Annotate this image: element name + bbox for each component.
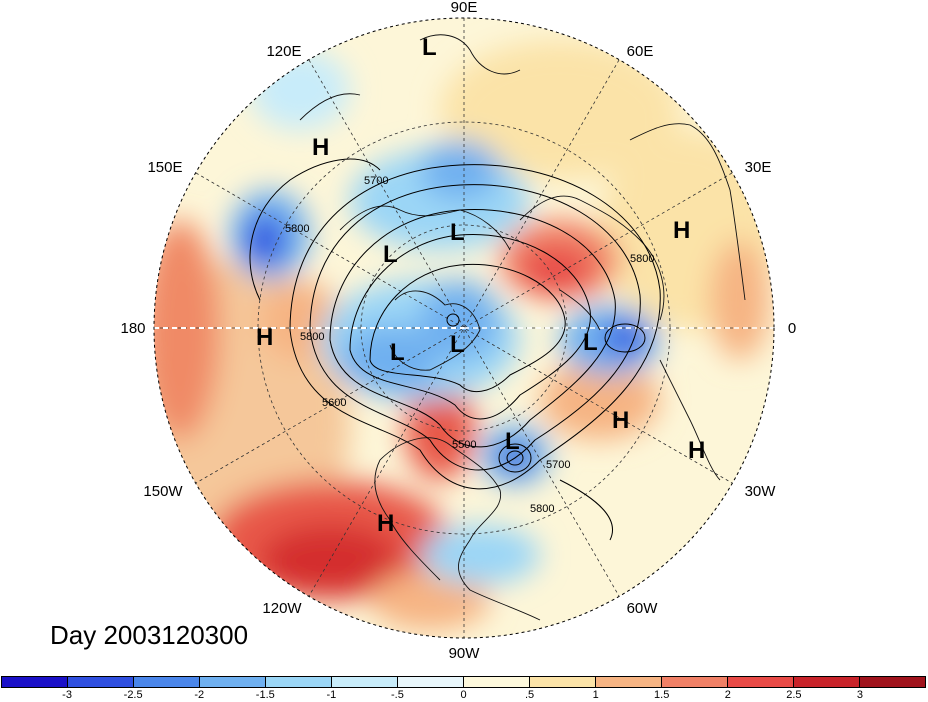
colorbar-swatch — [530, 677, 596, 687]
colorbar-swatch — [464, 677, 530, 687]
low-marker: L — [390, 339, 405, 366]
longitude-label: 120W — [262, 600, 302, 617]
colorbar-tick-label: -.5 — [391, 689, 404, 701]
height-contours — [249, 158, 661, 541]
contour-labels: 5700 5800 5800 5800 5600 5500 5700 5800 — [285, 175, 654, 515]
colorbar-tick-label: -1.5 — [255, 689, 275, 701]
colorbar-swatch — [200, 677, 266, 687]
colorbar — [1, 676, 926, 688]
high-marker: H — [312, 134, 329, 161]
colorbar-tick-label: .5 — [524, 689, 535, 701]
high-marker: H — [688, 437, 705, 464]
contour-label: 5500 — [452, 439, 476, 451]
low-marker: L — [450, 331, 465, 358]
colorbar-swatch — [860, 677, 925, 687]
colorbar-tick-label: -2 — [194, 689, 205, 701]
contour-label: 5800 — [530, 503, 554, 515]
low-marker: L — [505, 428, 520, 455]
low-marker: L — [583, 329, 598, 356]
contour-label: 5600 — [322, 397, 346, 409]
colorbar-swatch — [794, 677, 860, 687]
high-marker: H — [256, 324, 273, 351]
contour-label: 5800 — [285, 223, 309, 235]
date-label: Day 2003120300 — [50, 620, 249, 650]
colorbar-swatch — [662, 677, 728, 687]
longitude-label: 120E — [266, 43, 301, 60]
colorbar-swatch — [68, 677, 134, 687]
map-boundary — [153, 17, 775, 639]
colorbar-tick-label: 2.5 — [786, 689, 802, 701]
colorbar-ticks: -3 -2.5 -2 -1.5 -1 -.5 0 .5 1 1.5 2 2.5 3 — [1, 689, 926, 702]
colorbar-tick-label: -1 — [326, 689, 337, 701]
longitude-label: 60W — [627, 600, 659, 617]
colorbar-tick-label: 2 — [724, 689, 731, 701]
longitude-labels: 90E 60E 30E 0 30W 60W 90W 120W 150W 180 … — [120, 0, 796, 662]
colorbar-tick-label: -3 — [62, 689, 72, 701]
colorbar-swatch — [2, 677, 68, 687]
longitude-label: 90W — [449, 645, 481, 662]
colorbar-tick-label: -2.5 — [123, 689, 143, 701]
colorbar-tick-label: 3 — [856, 689, 863, 701]
colorbar-tick-label: 1 — [592, 689, 599, 701]
contour-label: 5700 — [364, 175, 388, 187]
longitude-label: 150W — [143, 483, 183, 500]
colorbar-tick-label: 0 — [460, 689, 467, 701]
contour-label: 5700 — [546, 459, 570, 471]
contour-label: 5800 — [630, 253, 654, 265]
high-marker: H — [377, 510, 394, 537]
anomaly-shading — [154, 18, 774, 638]
colorbar-swatch — [134, 677, 200, 687]
high-marker: H — [673, 217, 690, 244]
contour-label: 5800 — [300, 331, 324, 343]
low-marker: L — [422, 34, 437, 61]
longitude-label: 60E — [627, 43, 654, 60]
low-marker: L — [383, 241, 398, 268]
high-marker: H — [612, 407, 629, 434]
longitude-label: 90E — [451, 0, 478, 16]
colorbar-tick-label: 1.5 — [654, 689, 670, 701]
longitude-label: 150E — [147, 159, 182, 176]
colorbar-swatch — [398, 677, 464, 687]
colorbar-swatch — [728, 677, 794, 687]
longitude-label: 30E — [745, 159, 772, 176]
colorbar-swatch — [596, 677, 662, 687]
low-marker: L — [450, 219, 465, 246]
longitude-label: 180 — [120, 320, 145, 337]
longitude-label: 30W — [745, 483, 777, 500]
colorbar-swatch — [332, 677, 398, 687]
pressure-systems: L H L L H H L L L H L H H — [256, 34, 705, 537]
longitude-label: 0 — [788, 320, 796, 337]
colorbar-swatch — [266, 677, 332, 687]
